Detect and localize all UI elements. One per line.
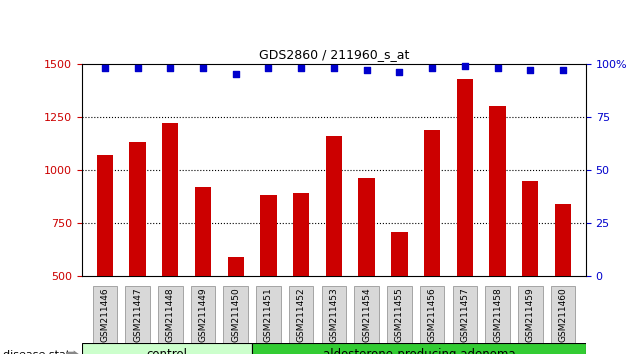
FancyBboxPatch shape xyxy=(420,286,444,343)
Bar xyxy=(555,204,571,276)
Point xyxy=(165,65,175,71)
Point xyxy=(394,69,404,75)
Point xyxy=(329,65,339,71)
Text: GSM211446: GSM211446 xyxy=(100,287,110,342)
Text: GSM211459: GSM211459 xyxy=(526,287,535,342)
Point xyxy=(231,72,241,77)
FancyBboxPatch shape xyxy=(191,286,215,343)
FancyBboxPatch shape xyxy=(158,286,183,343)
Text: GSM211456: GSM211456 xyxy=(428,287,437,342)
Text: GSM211451: GSM211451 xyxy=(264,287,273,342)
Point xyxy=(362,67,372,73)
Bar xyxy=(424,130,440,276)
Text: GSM211447: GSM211447 xyxy=(133,287,142,342)
Point xyxy=(493,65,503,71)
Text: GSM211454: GSM211454 xyxy=(362,287,371,342)
Bar xyxy=(457,79,473,276)
Bar xyxy=(162,123,178,276)
Text: disease state: disease state xyxy=(3,350,77,354)
Bar xyxy=(358,178,375,276)
Point xyxy=(263,65,273,71)
FancyBboxPatch shape xyxy=(551,286,575,343)
FancyBboxPatch shape xyxy=(485,286,510,343)
FancyBboxPatch shape xyxy=(452,286,477,343)
FancyBboxPatch shape xyxy=(322,286,346,343)
Bar xyxy=(326,136,342,276)
Bar xyxy=(260,195,277,276)
Text: aldosterone-producing adenoma: aldosterone-producing adenoma xyxy=(323,348,515,354)
Text: GSM211457: GSM211457 xyxy=(461,287,469,342)
Title: GDS2860 / 211960_s_at: GDS2860 / 211960_s_at xyxy=(259,48,409,61)
FancyBboxPatch shape xyxy=(125,286,150,343)
Bar xyxy=(293,193,309,276)
FancyBboxPatch shape xyxy=(354,286,379,343)
Point xyxy=(296,65,306,71)
Point xyxy=(460,63,470,69)
Bar xyxy=(96,155,113,276)
FancyBboxPatch shape xyxy=(252,343,586,354)
Text: GSM211455: GSM211455 xyxy=(395,287,404,342)
Text: GSM211450: GSM211450 xyxy=(231,287,240,342)
FancyBboxPatch shape xyxy=(224,286,248,343)
FancyBboxPatch shape xyxy=(289,286,314,343)
Point xyxy=(525,67,536,73)
Text: GSM211453: GSM211453 xyxy=(329,287,338,342)
Bar xyxy=(391,232,408,276)
Point xyxy=(558,67,568,73)
Point xyxy=(427,65,437,71)
Point xyxy=(198,65,208,71)
Bar xyxy=(195,187,211,276)
Bar xyxy=(227,257,244,276)
FancyBboxPatch shape xyxy=(256,286,281,343)
FancyBboxPatch shape xyxy=(387,286,411,343)
Text: control: control xyxy=(147,348,188,354)
FancyBboxPatch shape xyxy=(518,286,542,343)
Text: GSM211452: GSM211452 xyxy=(297,287,306,342)
FancyBboxPatch shape xyxy=(93,286,117,343)
Point xyxy=(132,65,142,71)
Bar xyxy=(129,142,146,276)
Text: GSM211448: GSM211448 xyxy=(166,287,175,342)
Bar xyxy=(490,106,506,276)
Text: GSM211449: GSM211449 xyxy=(198,287,207,342)
FancyBboxPatch shape xyxy=(82,343,252,354)
Bar xyxy=(522,181,539,276)
Text: GSM211460: GSM211460 xyxy=(558,287,568,342)
Text: GSM211458: GSM211458 xyxy=(493,287,502,342)
Point xyxy=(100,65,110,71)
